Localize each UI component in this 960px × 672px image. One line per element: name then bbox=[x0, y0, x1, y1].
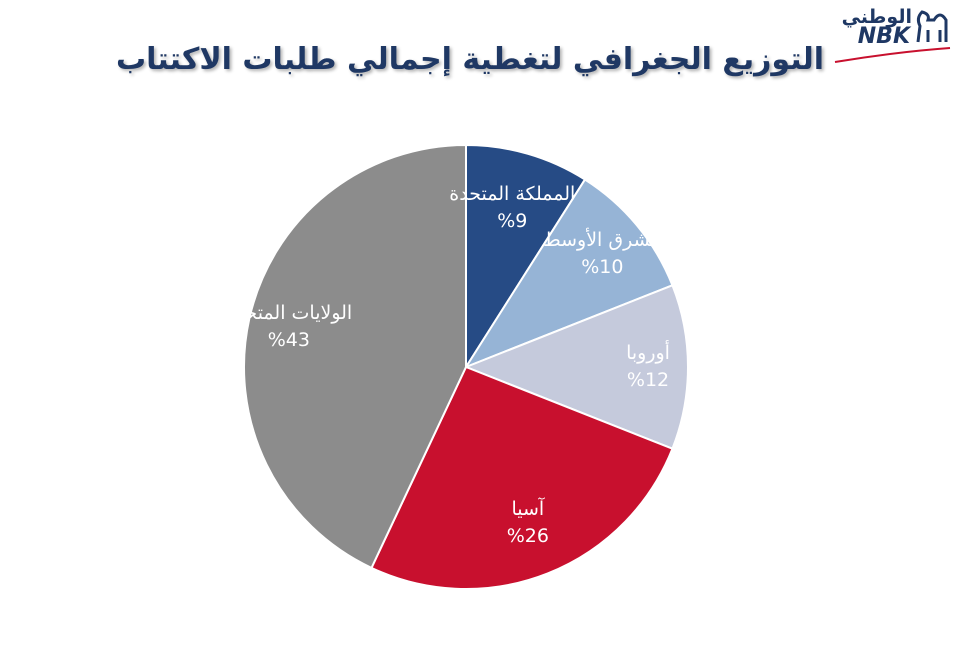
category-label: المملكة المتحدة bbox=[449, 182, 576, 205]
value-label: %43 bbox=[267, 329, 310, 352]
value-label: %10 bbox=[581, 256, 624, 279]
category-label: الولايات المتحدة bbox=[225, 302, 353, 325]
value-label: %26 bbox=[506, 525, 549, 548]
category-label: آسيا bbox=[511, 498, 545, 521]
slice-label: أوروبا %12 bbox=[583, 340, 713, 394]
slice-label: الولايات المتحدة %43 bbox=[224, 300, 354, 354]
slice-label: المملكة المتحدة %9 bbox=[447, 181, 577, 235]
logo-camel bbox=[916, 10, 948, 43]
value-label: %12 bbox=[626, 369, 670, 391]
pie-slice bbox=[463, 283, 689, 451]
logo-swoosh bbox=[834, 47, 951, 63]
pie-slice bbox=[370, 365, 674, 590]
logo-arabic: الوطني bbox=[841, 6, 912, 28]
category-label: الشرق الأوسط bbox=[543, 229, 662, 252]
value-label: %9 bbox=[497, 209, 528, 232]
logo-latin: NBK bbox=[857, 24, 910, 49]
slice-label: الشرق الأوسط %10 bbox=[537, 227, 667, 281]
slice-label: آسيا %26 bbox=[463, 496, 593, 550]
chart-title: التوزيع الجغرافي لتغطية إجمالي طلبات الا… bbox=[115, 42, 825, 77]
pie-slice bbox=[465, 143, 587, 371]
pie-slice bbox=[243, 143, 467, 570]
category-label: أوروبا bbox=[626, 342, 670, 364]
pie-slice bbox=[463, 178, 674, 370]
